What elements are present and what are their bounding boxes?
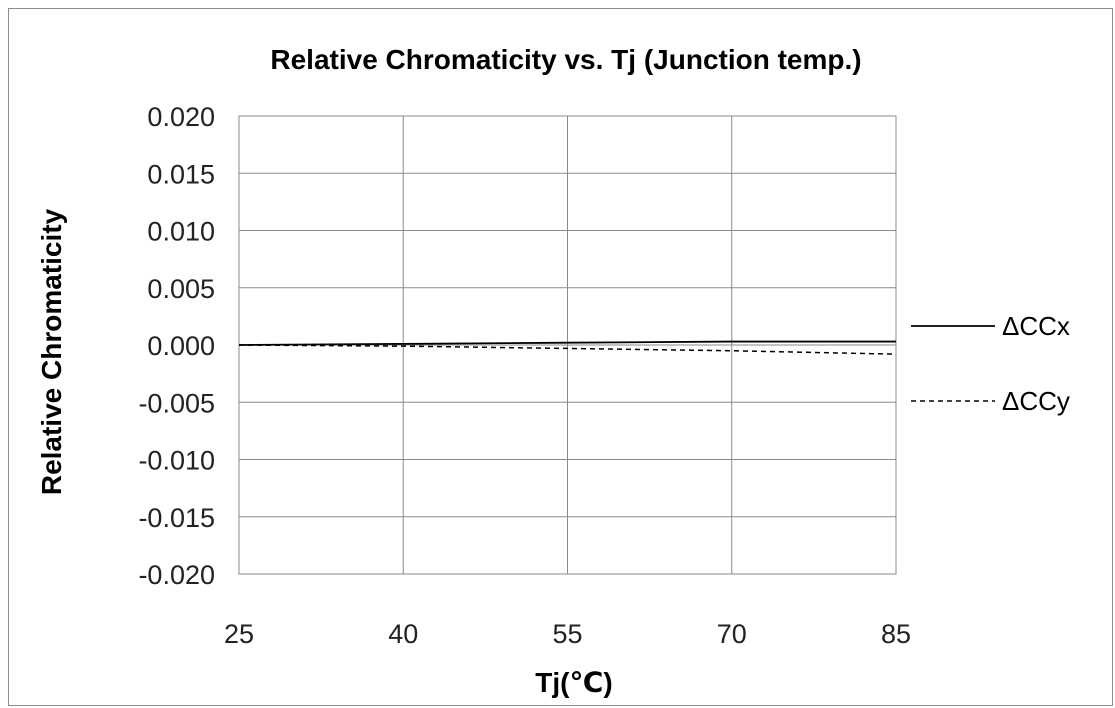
chart-frame: Relative Chromaticity vs. Tj (Junction t… — [8, 8, 1113, 706]
y-tick-label: 0.010 — [147, 217, 215, 247]
chart-svg: Relative Chromaticity vs. Tj (Junction t… — [36, 44, 1070, 698]
y-tick-label: 0.020 — [147, 102, 215, 132]
y-tick-label: -0.015 — [138, 503, 215, 533]
x-tick-label: 40 — [388, 619, 418, 649]
legend-label-dccx: ΔCCx — [1002, 311, 1070, 341]
series-line-dccy — [238, 344, 897, 355]
y-tick-label: 0.015 — [147, 159, 215, 189]
y-tick-label: -0.020 — [138, 560, 215, 590]
x-tick-label: 25 — [224, 619, 254, 649]
legend-label-dccy: ΔCCy — [1002, 386, 1070, 416]
y-tick-label: -0.005 — [138, 388, 215, 418]
x-tick-label: 85 — [881, 619, 911, 649]
y-tick-label: -0.010 — [138, 446, 215, 476]
series-lines — [238, 340, 897, 355]
x-tick-label: 55 — [552, 619, 582, 649]
x-axis-title: Tj(℃) — [535, 667, 612, 698]
x-tick-label: 70 — [717, 619, 747, 649]
y-axis-title: Relative Chromaticity — [36, 208, 67, 495]
chart-title: Relative Chromaticity vs. Tj (Junction t… — [270, 44, 861, 75]
x-tick-labels: 25 40 55 70 85 — [224, 619, 911, 649]
y-tick-labels: 0.020 0.015 0.010 0.005 0.000 -0.005 -0.010 -0.… — [138, 102, 215, 590]
grid-lines — [238, 115, 897, 575]
series-line-dccx — [238, 340, 896, 346]
y-tick-label: 0.000 — [147, 331, 215, 361]
legend: ΔCCx ΔCCy — [911, 311, 1070, 416]
y-tick-label: 0.005 — [147, 274, 215, 304]
